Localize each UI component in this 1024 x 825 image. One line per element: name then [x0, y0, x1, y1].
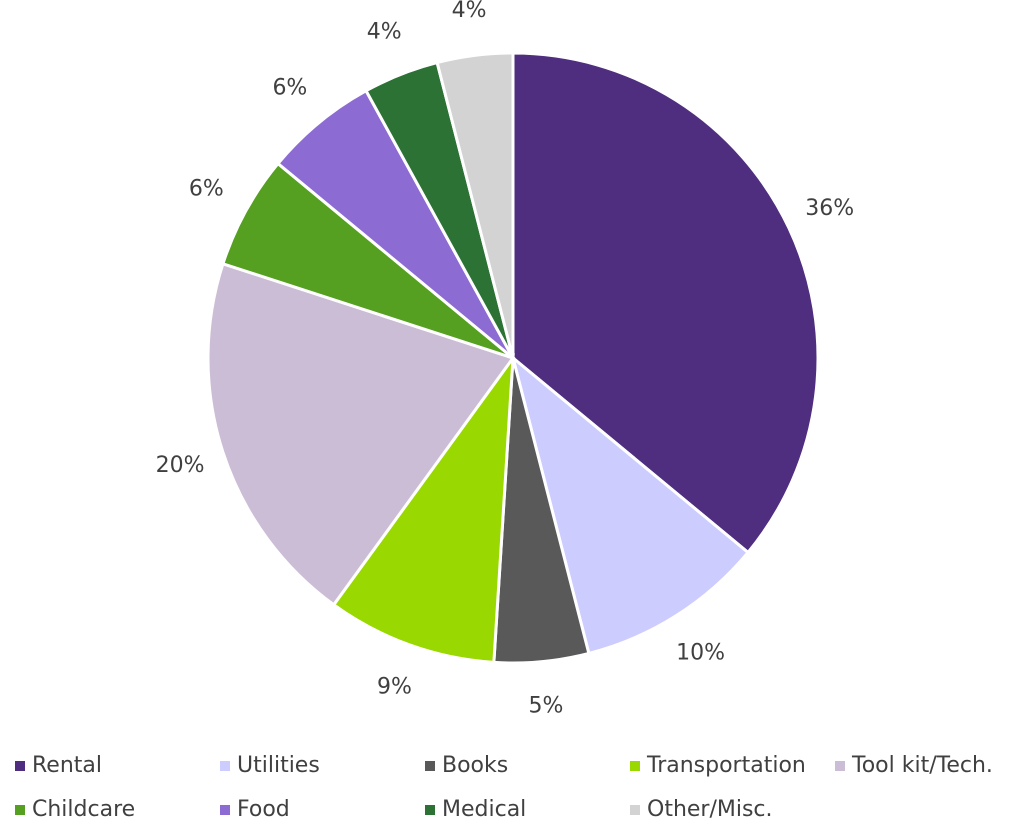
legend-label: Transportation — [646, 753, 806, 778]
pie-slice — [206, 261, 516, 607]
legend-swatch — [220, 761, 230, 771]
data-label: 20% — [156, 453, 205, 478]
data-label: 6% — [189, 176, 224, 201]
legend-label: Tool kit/Tech. — [851, 753, 993, 778]
legend-label: Medical — [442, 797, 526, 822]
data-label: 6% — [272, 75, 307, 100]
data-label: 36% — [805, 196, 854, 221]
legend-swatch — [835, 761, 845, 771]
data-label: 4% — [367, 20, 402, 45]
legend-label: Childcare — [32, 797, 135, 822]
legend-swatch — [15, 805, 25, 815]
data-label: 9% — [377, 674, 412, 699]
pie-slice — [435, 51, 515, 359]
legend-swatch — [425, 761, 435, 771]
legend-swatch — [220, 805, 230, 815]
legend-label: Books — [442, 753, 508, 778]
legend-swatch — [630, 761, 640, 771]
legend-swatch — [630, 805, 640, 815]
legend-label: Food — [237, 797, 290, 822]
data-label: 10% — [676, 641, 725, 666]
legend-label: Utilities — [237, 753, 320, 778]
pie-slice — [511, 51, 820, 555]
data-label: 5% — [528, 693, 563, 718]
pie-slice — [510, 353, 751, 656]
pie-slice — [331, 352, 515, 664]
legend-swatch — [15, 761, 25, 771]
data-label: 4% — [452, 0, 487, 23]
legend-label: Rental — [32, 753, 102, 778]
legend-swatch — [425, 805, 435, 815]
legend-label: Other/Misc. — [647, 797, 773, 822]
